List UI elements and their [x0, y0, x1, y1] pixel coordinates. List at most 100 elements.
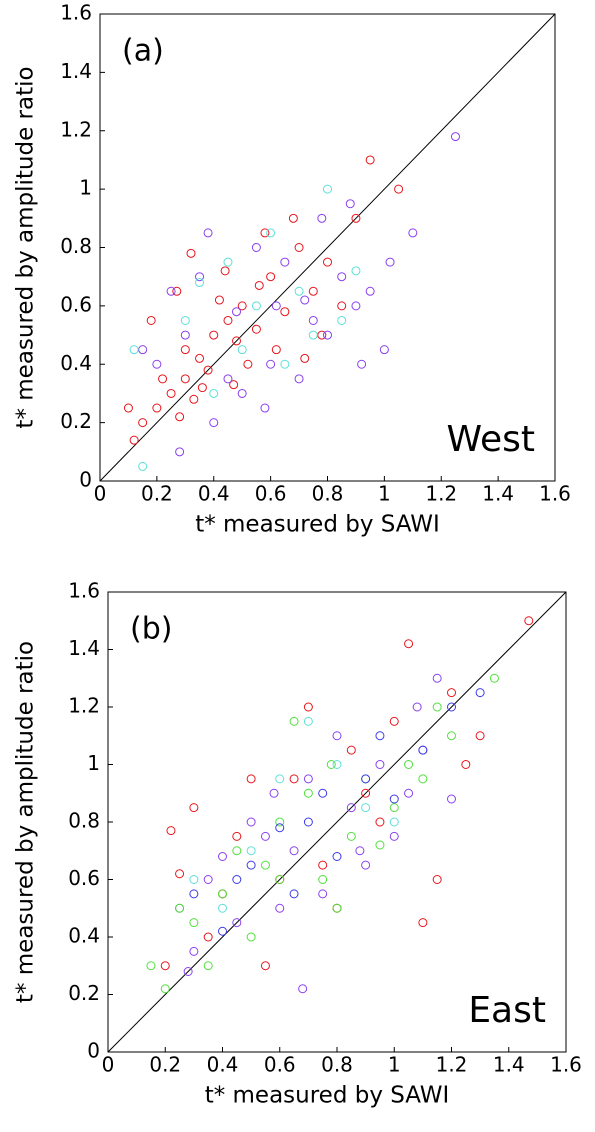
series	[175, 673, 456, 994]
x-tick-label: 1.2	[425, 482, 457, 506]
point	[294, 374, 304, 384]
point	[394, 184, 404, 194]
panel-label: (b)	[130, 612, 172, 647]
point	[251, 301, 261, 311]
point	[418, 918, 428, 928]
point	[389, 831, 399, 841]
point	[375, 817, 385, 827]
point	[404, 760, 414, 769]
point	[375, 731, 385, 741]
point	[203, 932, 213, 942]
point	[346, 803, 356, 813]
y-tick-label: 0.6	[60, 292, 92, 316]
point	[303, 702, 313, 712]
point	[337, 301, 347, 311]
point	[475, 688, 485, 698]
point	[203, 961, 213, 971]
point	[260, 860, 270, 870]
x-tick-label: 1.4	[493, 1053, 525, 1077]
x-tick-label: 0.4	[198, 482, 230, 506]
point	[123, 403, 133, 413]
point	[232, 918, 242, 928]
point	[303, 788, 313, 798]
point	[209, 388, 219, 398]
point	[346, 831, 356, 841]
x-tick-label: 0.2	[141, 482, 173, 506]
point	[246, 932, 256, 942]
point	[218, 852, 227, 861]
point	[254, 280, 264, 290]
point	[432, 702, 442, 712]
y-tick-label: 1	[87, 751, 100, 775]
series	[138, 132, 460, 457]
region-label: West	[446, 419, 535, 460]
x-tick-label: 1.6	[539, 482, 571, 506]
point	[275, 823, 285, 833]
point	[389, 817, 399, 827]
point	[175, 447, 185, 457]
point	[375, 840, 385, 850]
point	[195, 272, 205, 282]
point	[189, 889, 199, 899]
point	[203, 365, 213, 375]
point	[379, 345, 389, 355]
point	[275, 817, 285, 827]
point	[166, 286, 176, 296]
point	[447, 688, 456, 698]
point	[209, 330, 219, 340]
y-tick-label: 0.8	[60, 234, 92, 258]
y-tick-label: 1.6	[68, 579, 100, 603]
y-tick-label: 0.6	[68, 866, 100, 890]
point	[146, 315, 156, 325]
point	[385, 257, 395, 267]
point	[209, 418, 219, 428]
x-tick-label: 0.6	[255, 482, 287, 506]
y-tick-label: 0	[79, 468, 92, 492]
point	[365, 155, 375, 165]
point	[166, 388, 176, 398]
point	[246, 817, 256, 827]
point	[450, 132, 460, 142]
series	[160, 616, 534, 971]
point	[246, 846, 256, 856]
point	[129, 345, 139, 355]
panel-label: (a)	[122, 34, 164, 69]
y-tick-label: 1	[79, 176, 92, 200]
point	[300, 353, 310, 363]
point	[275, 774, 285, 784]
point	[355, 846, 365, 856]
point	[237, 301, 247, 311]
point	[412, 702, 422, 712]
point	[332, 760, 342, 769]
point	[203, 875, 213, 884]
y-tick-label: 1.4	[68, 636, 100, 660]
reference-line	[99, 13, 556, 482]
point	[180, 315, 190, 325]
point	[271, 301, 281, 311]
point	[308, 330, 318, 340]
point	[418, 774, 428, 784]
y-tick-label: 1.6	[60, 1, 92, 25]
point	[389, 794, 399, 804]
point	[365, 286, 375, 296]
point	[447, 702, 456, 712]
y-tick-label: 0.2	[68, 981, 100, 1005]
point	[271, 345, 281, 355]
point	[323, 184, 332, 194]
y-tick-label: 1.2	[68, 694, 100, 718]
point	[408, 228, 418, 238]
point	[318, 860, 328, 870]
series	[189, 716, 399, 913]
point	[323, 257, 332, 267]
point	[260, 961, 270, 971]
point	[303, 774, 313, 784]
point	[232, 307, 241, 317]
x-tick-label: 1	[378, 482, 391, 506]
x-tick-label: 1	[388, 1053, 401, 1077]
y-axis-label: t* measured by amplitude ratio	[13, 641, 39, 1003]
x-axis-label: t* measured by SAWI	[195, 512, 440, 538]
point	[418, 745, 428, 755]
point	[180, 345, 190, 355]
point	[160, 984, 170, 994]
